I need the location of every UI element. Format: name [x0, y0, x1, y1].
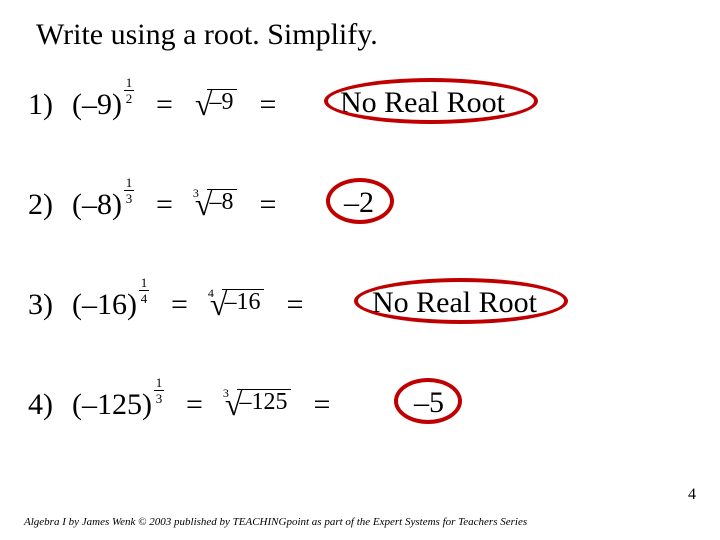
- radical-expression: 3√–125: [225, 386, 292, 423]
- radicand: –8: [207, 189, 237, 214]
- base: (–16): [72, 288, 137, 322]
- radicand: –125: [237, 389, 291, 414]
- equals-sign: =: [156, 88, 173, 122]
- radical-expression: √–9: [195, 86, 238, 123]
- power-expression: (–125)13: [72, 388, 164, 422]
- page-number: 4: [688, 486, 696, 504]
- radical-expression: 3√–8: [195, 186, 238, 223]
- exponent-fraction: 13: [154, 376, 164, 405]
- exp-numerator: 1: [126, 176, 133, 189]
- equals-sign: =: [156, 188, 173, 222]
- power-expression: (–8)13: [72, 188, 134, 222]
- footer-rest: by James Wenk © 2003 published by TEACHI…: [66, 516, 527, 528]
- answer-text: No Real Root: [340, 86, 505, 120]
- exponent-fraction: 13: [124, 176, 134, 205]
- exp-numerator: 1: [156, 376, 163, 389]
- problem-row: 3)(–16)14 = 4√–16 =: [28, 286, 325, 323]
- problem-row: 2)(–8)13 = 3√–8 =: [28, 186, 298, 223]
- answer-text: –2: [344, 186, 374, 220]
- exp-denominator: 4: [141, 292, 148, 305]
- base: (–8): [72, 188, 122, 222]
- answer-text: No Real Root: [372, 286, 537, 320]
- problem-label: 2): [28, 188, 72, 222]
- problem-label: 4): [28, 388, 72, 422]
- footer-book-title: Algebra I: [24, 516, 66, 528]
- exponent-fraction: 14: [139, 276, 149, 305]
- equals-sign: =: [286, 288, 303, 322]
- problem-row: 4)(–125)13 = 3√–125 =: [28, 386, 352, 423]
- equals-sign: =: [259, 88, 276, 122]
- exp-denominator: 2: [126, 92, 133, 105]
- base: (–9): [72, 88, 122, 122]
- power-expression: (–9)12: [72, 88, 134, 122]
- power-expression: (–16)14: [72, 288, 149, 322]
- exp-denominator: 3: [126, 192, 133, 205]
- radicand: –9: [207, 89, 237, 114]
- equals-sign: =: [313, 388, 330, 422]
- exp-numerator: 1: [126, 76, 133, 89]
- exp-denominator: 3: [156, 392, 163, 405]
- equals-sign: =: [259, 188, 276, 222]
- base: (–125): [72, 388, 152, 422]
- radicand: –16: [222, 289, 264, 314]
- problem-label: 3): [28, 288, 72, 322]
- footer-credit: Algebra I by James Wenk © 2003 published…: [24, 516, 527, 528]
- problem-row: 1)(–9)12 = √–9 =: [28, 86, 298, 123]
- answer-text: –5: [414, 386, 444, 420]
- exp-numerator: 1: [141, 276, 148, 289]
- instruction-title: Write using a root. Simplify.: [36, 18, 378, 52]
- problem-label: 1): [28, 88, 72, 122]
- equals-sign: =: [186, 388, 203, 422]
- radical-expression: 4√–16: [210, 286, 265, 323]
- equals-sign: =: [171, 288, 188, 322]
- exponent-fraction: 12: [124, 76, 134, 105]
